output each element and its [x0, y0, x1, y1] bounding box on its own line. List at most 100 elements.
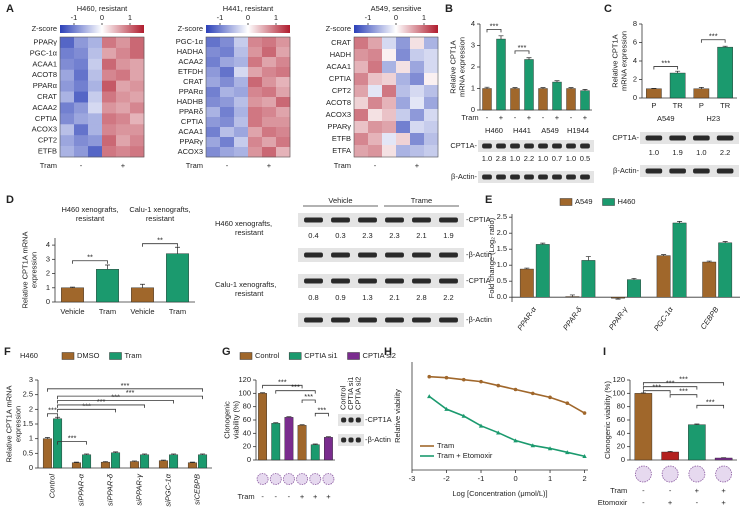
- section-title: H460 xenografts,: [215, 219, 272, 228]
- sig-label: ***: [304, 392, 313, 401]
- row-label: CRAT: [183, 77, 203, 86]
- heat-cell: [382, 73, 397, 86]
- blot-band: [716, 135, 734, 141]
- heat-cell: [424, 97, 439, 110]
- heat-cell: [116, 135, 131, 147]
- legend-swatch: [559, 198, 573, 206]
- row-label: ACAA1: [178, 127, 203, 136]
- heat-cell: [368, 73, 383, 86]
- heat-cell: [368, 37, 383, 50]
- row-label: -: [642, 498, 645, 507]
- blot-band: [385, 317, 404, 323]
- bar: [566, 88, 576, 111]
- blot-quant: 1.9: [672, 148, 682, 157]
- y-tick-label: 100: [612, 388, 625, 397]
- heat-cell: [424, 121, 439, 134]
- data-point: [547, 446, 553, 451]
- error-bar: [569, 294, 575, 297]
- blot-quant: 0.5: [580, 154, 590, 163]
- sig-label: ***: [48, 406, 57, 415]
- heat-cell: [130, 135, 145, 147]
- heat-cell: [424, 145, 439, 158]
- blot-band: [412, 317, 431, 323]
- sig-bracket: [57, 395, 203, 400]
- heat-cell: [206, 127, 221, 138]
- sig-bracket: [57, 400, 174, 404]
- group-label: H460: [485, 126, 503, 135]
- data-point: [582, 454, 587, 459]
- heat-cell: [206, 87, 221, 98]
- heat-cell: [88, 91, 103, 103]
- error-bar: [160, 459, 166, 461]
- sig-label: ***: [706, 397, 715, 406]
- colorbar-tick-label: -1: [71, 13, 78, 22]
- blot-band: [566, 143, 576, 149]
- heat-cell: [262, 47, 277, 58]
- blot-band: [341, 437, 347, 443]
- blot-header: Trame: [411, 196, 432, 205]
- data-point: [513, 438, 518, 443]
- x-tick-label: PPAR-α: [515, 305, 538, 333]
- blot-band: [538, 174, 548, 180]
- heat-cell: [88, 80, 103, 92]
- heat-cell: [88, 69, 103, 81]
- heat-cell: [206, 137, 221, 148]
- heat-cell: [410, 61, 425, 74]
- heat-cell: [88, 37, 103, 49]
- row-label: -: [542, 113, 545, 122]
- heat-cell: [116, 146, 131, 158]
- heat-cell: [130, 124, 145, 136]
- heat-cell: [396, 49, 411, 62]
- heat-cell: [368, 133, 383, 146]
- y-tick-label: 2.5: [497, 212, 507, 221]
- data-point: [496, 430, 501, 435]
- heatmap-title: A549, sensitive: [371, 4, 422, 13]
- row-label: CPTIA: [329, 74, 351, 83]
- bar: [166, 253, 189, 303]
- colony-well: [322, 473, 335, 485]
- blot-band: [304, 278, 323, 284]
- error-bar: [661, 254, 667, 256]
- y-tick-label: 4: [471, 19, 475, 28]
- data-point: [444, 406, 449, 411]
- y-axis-title: expression: [13, 406, 22, 442]
- heat-cell: [130, 37, 145, 49]
- bar: [310, 444, 320, 461]
- heat-cell: [116, 47, 131, 60]
- bar: [42, 438, 52, 469]
- blot-band: [669, 168, 686, 174]
- row-label: ACAA1: [32, 59, 57, 68]
- sig-bracket: [514, 50, 530, 54]
- blot-quant: 1.0: [649, 148, 659, 157]
- heat-cell: [60, 124, 75, 136]
- heat-cell: [262, 57, 277, 68]
- bar: [565, 296, 580, 298]
- x-axis-title: Tram: [334, 161, 351, 170]
- row-title: Tram: [237, 492, 254, 501]
- heat-cell: [130, 69, 145, 81]
- heat-cell: [234, 137, 249, 148]
- blot-band: [645, 168, 663, 174]
- data-point: [496, 383, 501, 388]
- error-bar: [105, 264, 110, 270]
- row-label: PPARγ: [33, 37, 57, 46]
- blot-strip: [478, 171, 594, 183]
- bar: [158, 460, 168, 469]
- colorbar: [206, 25, 290, 33]
- legend-label: A549: [575, 197, 593, 206]
- heat-cell: [234, 97, 249, 108]
- blot-quant: 0.4: [308, 231, 318, 240]
- x-tick-label: 2: [582, 474, 586, 483]
- heat-frame: [353, 36, 439, 158]
- heat-cell: [396, 97, 411, 110]
- row-label: ACAA1: [326, 62, 351, 71]
- x-tick-label: -2: [443, 474, 450, 483]
- y-axis-title: Relative CPT1A mRNA: [20, 231, 29, 308]
- heat-cell: [74, 102, 89, 114]
- heat-cell: [410, 85, 425, 98]
- error-bar: [484, 86, 490, 89]
- group-label: +: [267, 161, 272, 170]
- series-line: [429, 375, 585, 414]
- heat-cell: [102, 91, 117, 103]
- heat-cell: [130, 58, 145, 71]
